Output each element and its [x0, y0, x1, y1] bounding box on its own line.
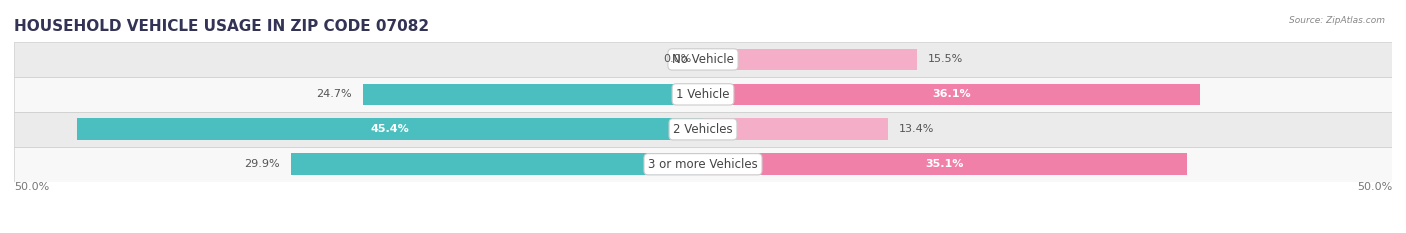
- Text: 50.0%: 50.0%: [1357, 182, 1392, 192]
- Bar: [703, 154, 1187, 175]
- Legend: Owner-occupied, Renter-occupied: Owner-occupied, Renter-occupied: [586, 230, 820, 233]
- Text: 50.0%: 50.0%: [14, 182, 49, 192]
- Text: 13.4%: 13.4%: [898, 124, 934, 134]
- Bar: [77, 118, 703, 140]
- Text: Source: ZipAtlas.com: Source: ZipAtlas.com: [1289, 16, 1385, 25]
- Bar: [703, 84, 1201, 105]
- Bar: [703, 49, 917, 70]
- Text: 2 Vehicles: 2 Vehicles: [673, 123, 733, 136]
- Bar: [14, 42, 1392, 77]
- Bar: [14, 112, 1392, 147]
- Text: No Vehicle: No Vehicle: [672, 53, 734, 66]
- Text: 24.7%: 24.7%: [316, 89, 352, 99]
- Text: 35.1%: 35.1%: [925, 159, 965, 169]
- Text: 3 or more Vehicles: 3 or more Vehicles: [648, 158, 758, 171]
- Text: 15.5%: 15.5%: [928, 55, 963, 64]
- Text: HOUSEHOLD VEHICLE USAGE IN ZIP CODE 07082: HOUSEHOLD VEHICLE USAGE IN ZIP CODE 0708…: [14, 19, 429, 34]
- Bar: [703, 118, 887, 140]
- Text: 29.9%: 29.9%: [245, 159, 280, 169]
- Bar: [14, 77, 1392, 112]
- Text: 1 Vehicle: 1 Vehicle: [676, 88, 730, 101]
- Bar: [363, 84, 703, 105]
- Text: 36.1%: 36.1%: [932, 89, 972, 99]
- Bar: [291, 154, 703, 175]
- Text: 0.0%: 0.0%: [664, 55, 692, 64]
- Text: 45.4%: 45.4%: [371, 124, 409, 134]
- Bar: [14, 147, 1392, 182]
